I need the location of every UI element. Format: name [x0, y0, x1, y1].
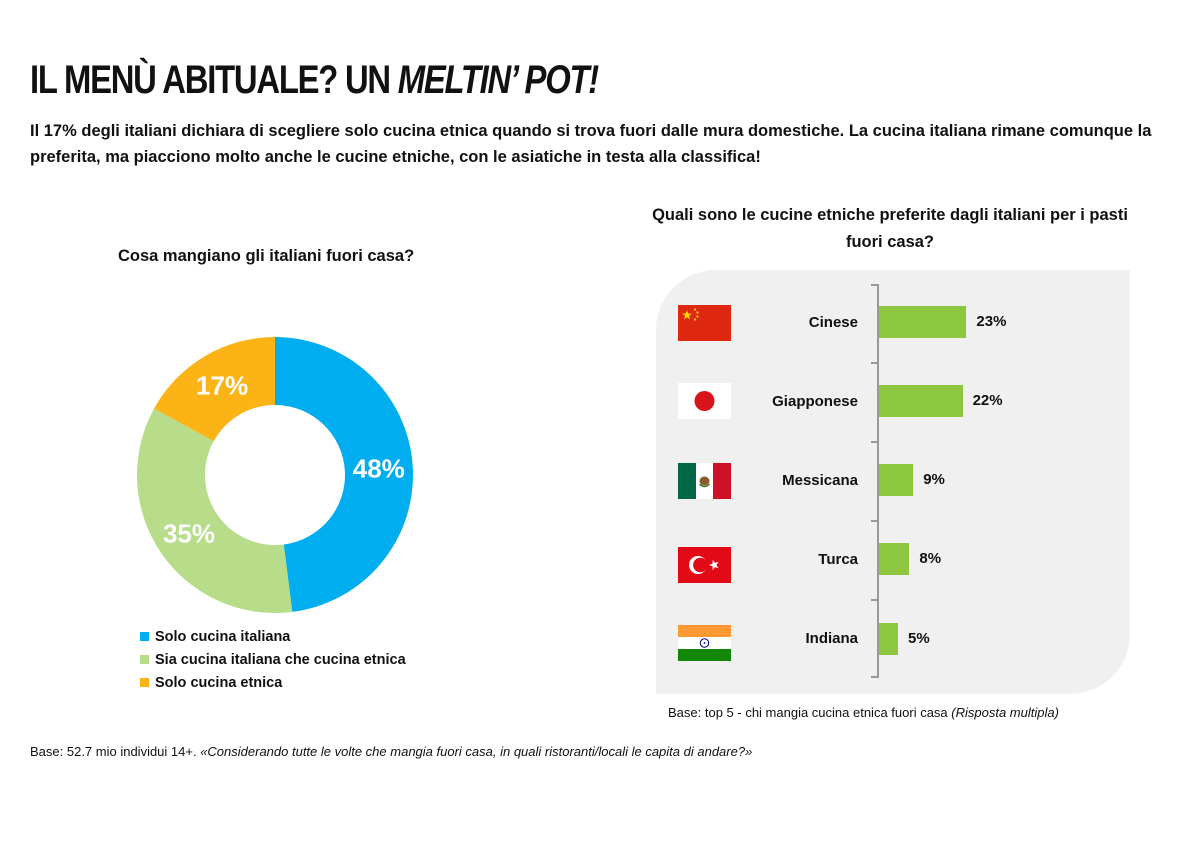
mexico-flag-icon [678, 463, 731, 499]
bar-chart-note: Base: top 5 - chi mangia cucina etnica f… [668, 705, 1059, 720]
bar-mark [879, 623, 898, 655]
axis-tick [871, 520, 879, 522]
axis-tick [871, 599, 879, 601]
legend-label: Sia cucina italiana che cucina etnica [155, 651, 406, 668]
page-title: IL MENÙ ABITUALE? UN MELTIN’ POT! [30, 58, 599, 103]
axis-tick [871, 676, 879, 678]
bar-chart-title: Quali sono le cucine etniche preferite d… [652, 206, 1128, 251]
footer-note: Base: 52.7 mio individui 14+. «Considera… [30, 744, 752, 759]
legend-swatch [140, 678, 149, 687]
legend-label: Solo cucina etnica [155, 674, 283, 691]
bar-category-label: Cinese [808, 314, 858, 331]
donut-chart-title: Cosa mangiano gli italiani fuori casa? [118, 247, 415, 265]
page-title-main: IL MENÙ ABITUALE? UN [30, 58, 398, 102]
turkey-flag-icon [678, 547, 731, 583]
donut-chart: 48% 35% 17% [136, 337, 414, 613]
bar-mark [879, 306, 967, 338]
axis-tick [871, 362, 879, 364]
bar-value-label: 8% [919, 550, 942, 567]
bar-value-label: 23% [976, 313, 1007, 330]
bar-mark [879, 543, 910, 575]
legend-item-solo-etnica: Solo cucina etnica [140, 671, 406, 694]
india-flag-icon [678, 625, 731, 661]
bar-category-label: Indiana [805, 630, 858, 647]
bar-note-main: Base: top 5 - chi mangia cucina etnica f… [668, 705, 952, 720]
bar-value-label: 22% [972, 392, 1003, 409]
china-flag-icon [678, 305, 731, 341]
japan-flag-icon [678, 383, 731, 419]
legend-item-italiana-ed-etnica: Sia cucina italiana che cucina etnica [140, 648, 406, 671]
bar-category-label: Turca [818, 551, 858, 568]
bar-category-label: Giapponese [772, 393, 858, 410]
axis-tick [871, 284, 879, 286]
page-title-emphasis: MELTIN’ POT! [397, 58, 599, 102]
bar-value-label: 9% [923, 471, 945, 488]
slice-italiana-ed-etnica [136, 408, 293, 613]
bar-mark [879, 385, 963, 417]
legend-swatch [140, 632, 149, 641]
legend-swatch [140, 655, 149, 664]
bar-note-emphasis: (Risposta multipla) [951, 705, 1059, 720]
bar-value-label: 5% [908, 630, 930, 647]
bar-mark [879, 464, 914, 496]
footer-base: Base: 52.7 mio individui 14+. [30, 744, 201, 759]
slice-value-label: 35% [163, 518, 215, 548]
slice-value-label: 48% [353, 453, 405, 483]
donut-legend: Solo cucina italiana Sia cucina italiana… [140, 625, 406, 694]
intro-text: Il 17% degli italiani dichiara di scegli… [30, 122, 1152, 166]
footer-question: «Considerando tutte le volte che mangia … [200, 744, 753, 759]
slice-solo-etnica [154, 337, 275, 442]
slice-solo-italiana [275, 337, 414, 612]
axis-tick [871, 441, 879, 443]
bar-category-label: Messicana [782, 472, 858, 489]
bar-chart-axis [877, 284, 879, 676]
legend-label: Solo cucina italiana [155, 628, 291, 645]
legend-item-solo-italiana: Solo cucina italiana [140, 625, 406, 648]
slice-value-label: 17% [196, 370, 248, 400]
